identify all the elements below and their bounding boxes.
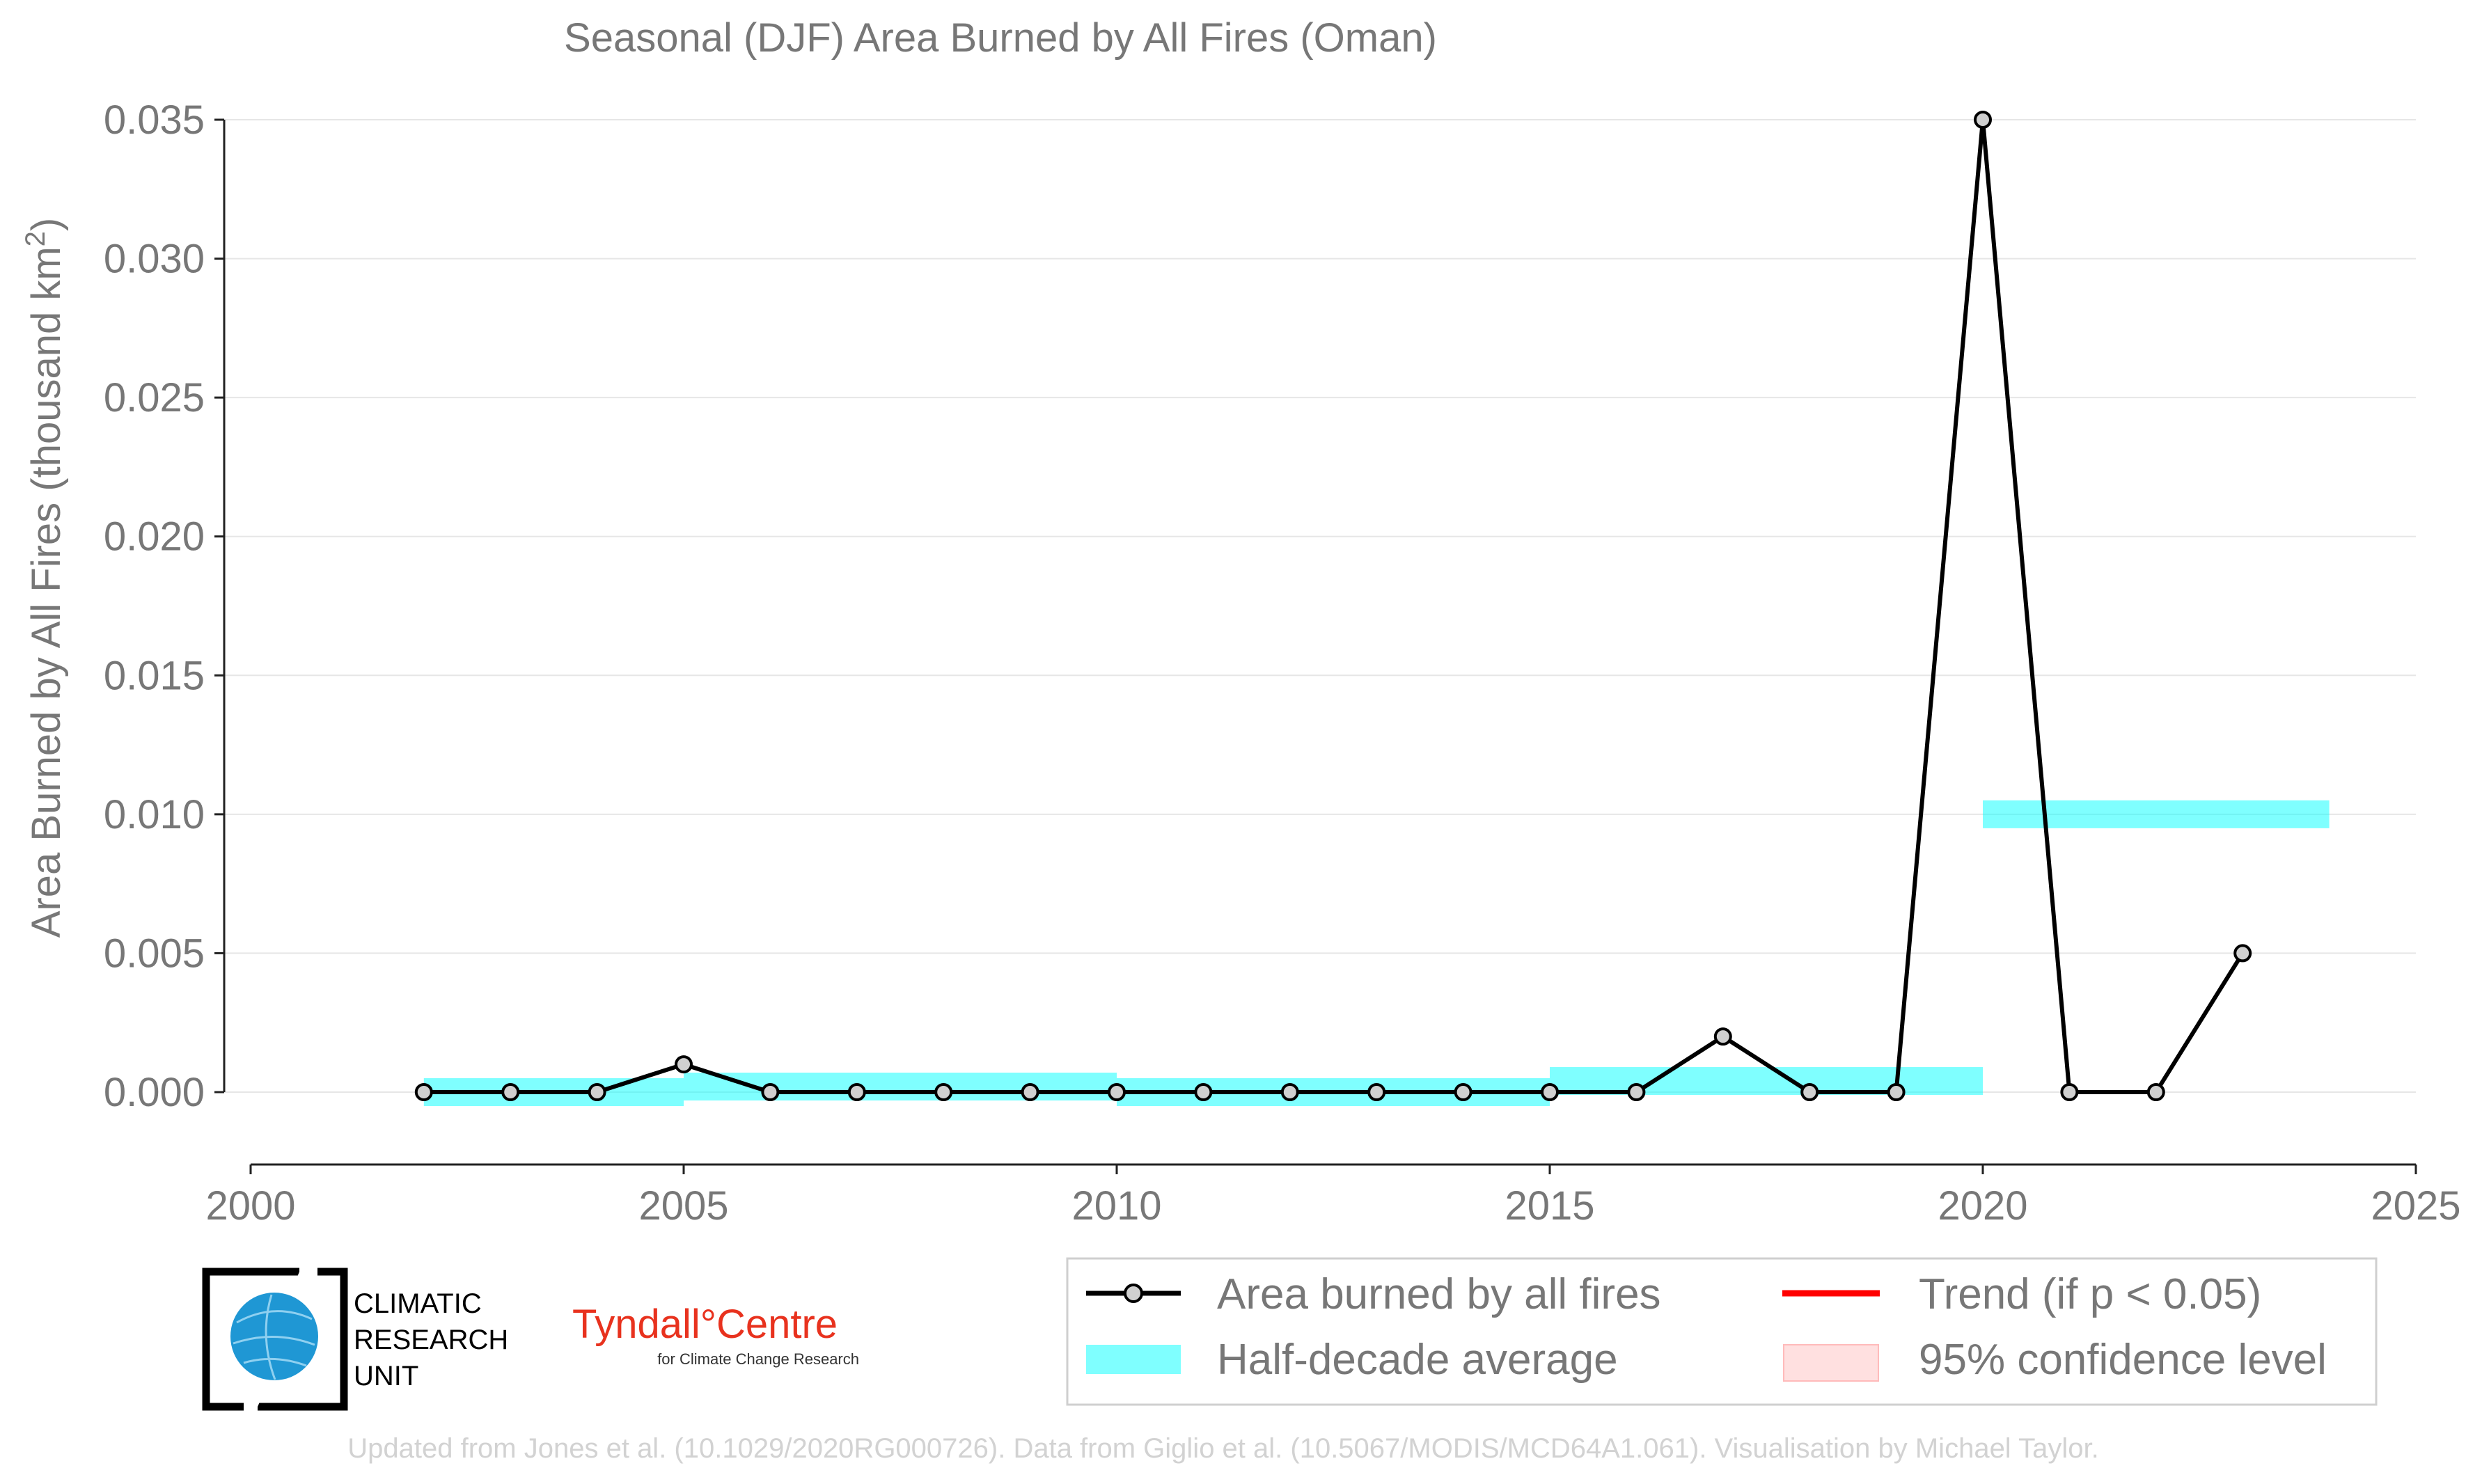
x-tick-label: 2015 (1505, 1183, 1594, 1229)
x-tick-labels: 2000 2005 2010 2015 2020 2025 (205, 1183, 2460, 1229)
data-point (1280, 1083, 1299, 1101)
data-point (588, 1083, 606, 1101)
legend-label: Trend (if p < 0.05) (1919, 1270, 2261, 1318)
y-axis-label: Area Burned by All Fires (thousand km2) (20, 218, 69, 938)
chart-title: Seasonal (DJF) Area Burned by All Fires … (564, 15, 1437, 61)
grid (224, 119, 2416, 1093)
series-points (414, 111, 2252, 1101)
y-tick-label: 0.000 (104, 1070, 205, 1115)
data-point (1021, 1083, 1039, 1101)
axes (214, 118, 2417, 1174)
y-tick-labels: 0.000 0.005 0.010 0.015 0.020 0.025 0.030 0.035 (104, 97, 205, 1115)
legend: Area burned by all fires Trend (if p < 0… (1066, 1257, 2378, 1406)
data-point (675, 1055, 693, 1074)
footer-credit: Updated from Jones et al. (10.1029/2020R… (347, 1433, 2098, 1464)
tyndall-logo: Tyndall°Centre for Climate Change Resear… (572, 1302, 859, 1368)
y-tick-label: 0.025 (104, 375, 205, 420)
globe-lines-icon (233, 1294, 315, 1380)
data-point (1108, 1083, 1126, 1101)
series-line (423, 118, 2245, 1094)
data-point (1713, 1027, 1732, 1046)
cru-frame-left-icon (202, 1268, 299, 1411)
data-point (2060, 1083, 2079, 1101)
cru-text-line: CLIMATIC (354, 1288, 482, 1319)
data-point (1194, 1083, 1213, 1101)
cru-logo: CLIMATIC RESEARCH UNIT (202, 1268, 508, 1411)
data-point (761, 1083, 780, 1101)
data-point (1541, 1083, 1559, 1101)
data-point (2146, 1083, 2165, 1101)
data-point (1454, 1083, 1472, 1101)
data-point (414, 1083, 433, 1101)
data-point (1887, 1083, 1906, 1101)
tyndall-logo-subtext: for Climate Change Research (657, 1350, 859, 1368)
legend-confidence-swatch (1783, 1344, 1879, 1382)
legend-label: 95% confidence level (1919, 1336, 2327, 1384)
data-point (501, 1083, 520, 1101)
legend-label: Area burned by all fires (1217, 1270, 1661, 1318)
legend-marker-icon (1124, 1284, 1143, 1303)
half-decade-bands (423, 800, 2330, 1106)
y-tick-label: 0.005 (104, 931, 205, 976)
y-tick-label: 0.015 (104, 653, 205, 698)
data-point (934, 1083, 953, 1101)
data-point (1800, 1083, 1819, 1101)
legend-band-swatch (1086, 1345, 1181, 1374)
x-tick-label: 2000 (205, 1183, 295, 1229)
x-tick-label: 2025 (2371, 1183, 2460, 1229)
cru-text-line: RESEARCH (354, 1325, 508, 1355)
cru-frame-right-icon (258, 1268, 348, 1411)
legend-box (1066, 1257, 2378, 1406)
y-tick-label: 0.020 (104, 514, 205, 560)
tyndall-logo-text: Tyndall°Centre (572, 1302, 838, 1347)
x-tick-label: 2020 (1938, 1183, 2027, 1229)
y-tick-label: 0.010 (104, 792, 205, 837)
data-point (1367, 1083, 1386, 1101)
series-line-path (423, 118, 2245, 1094)
y-tick-label: 0.035 (104, 97, 205, 143)
y-tick-label: 0.030 (104, 237, 205, 282)
x-tick-label: 2010 (1071, 1183, 1161, 1229)
data-point (1974, 111, 1992, 129)
half-decade-band (1983, 800, 2330, 828)
data-point (2233, 944, 2252, 963)
legend-label: Half-decade average (1217, 1336, 1618, 1384)
data-point (847, 1083, 866, 1101)
x-tick-label: 2005 (638, 1183, 728, 1229)
data-point (1627, 1083, 1646, 1101)
cru-text-line: UNIT (354, 1361, 418, 1391)
